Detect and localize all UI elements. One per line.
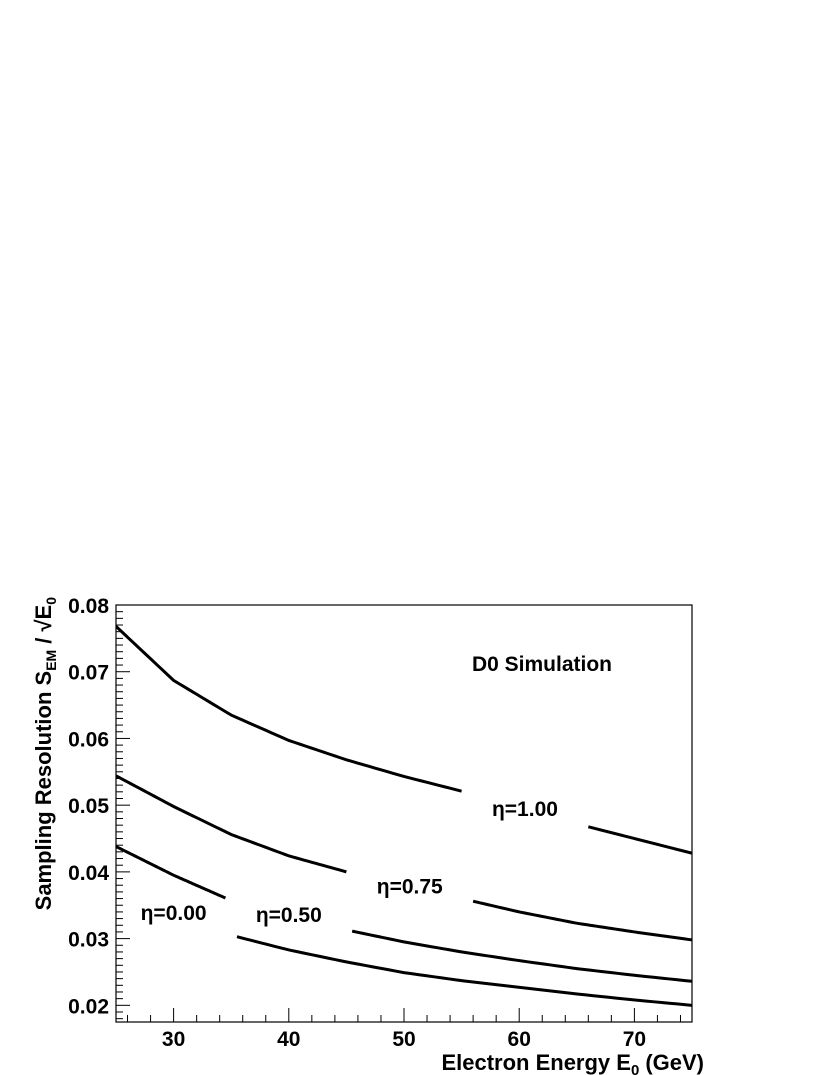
y-tick-label: 0.08 xyxy=(68,595,109,618)
tick-labels: 30 40 50 60 70 0.02 0.03 0.04 0.05 0.06 0.07 0.08 xyxy=(68,595,646,1051)
curve-line xyxy=(236,935,692,1007)
annotation-d0-simulation: D0 Simulation xyxy=(472,653,612,676)
curve-label: η=0.50 xyxy=(256,904,322,927)
axis-ticks xyxy=(116,604,681,1022)
curve-line xyxy=(587,825,692,855)
curve-line xyxy=(472,899,692,942)
curve-label: η=0.00 xyxy=(141,902,207,925)
x-tick-label: 70 xyxy=(623,1028,646,1051)
curve-line xyxy=(351,929,692,983)
x-axis-label-unit: (GeV) xyxy=(645,1050,704,1075)
x-tick-label: 40 xyxy=(277,1028,300,1051)
curve-labels: η=1.00 η=0.75 η=0.50 η=0.00 xyxy=(141,798,558,927)
y-axis-label-main: Sampling Resolution S xyxy=(31,671,56,911)
x-axis-label-main: Electron Energy E xyxy=(441,1050,631,1075)
y-axis-label: Sampling Resolution SEM / √E0 xyxy=(31,597,59,911)
y-axis-label-sub: EM xyxy=(43,650,59,671)
x-tick-label: 60 xyxy=(508,1028,531,1051)
y-axis-label-tail: / √E xyxy=(31,605,56,644)
curve-line xyxy=(116,845,227,900)
x-axis-label-sub: 0 xyxy=(631,1062,639,1075)
y-axis-label-tail-sub: 0 xyxy=(43,597,59,605)
y-tick-label: 0.07 xyxy=(68,662,109,685)
y-tick-label: 0.03 xyxy=(68,929,109,952)
curves xyxy=(116,625,692,1007)
curve-line xyxy=(116,774,347,874)
curve-label: η=1.00 xyxy=(492,798,558,821)
x-axis-label: Electron Energy E0 (GeV) xyxy=(441,1050,704,1075)
y-tick-label: 0.04 xyxy=(68,862,109,885)
curve-label: η=0.75 xyxy=(377,876,443,899)
x-tick-label: 30 xyxy=(162,1028,185,1051)
y-tick-label: 0.06 xyxy=(68,728,109,751)
x-tick-label: 50 xyxy=(392,1028,415,1051)
y-tick-label: 0.05 xyxy=(68,795,109,818)
y-tick-label: 0.02 xyxy=(68,995,109,1018)
curve-line xyxy=(116,625,462,793)
